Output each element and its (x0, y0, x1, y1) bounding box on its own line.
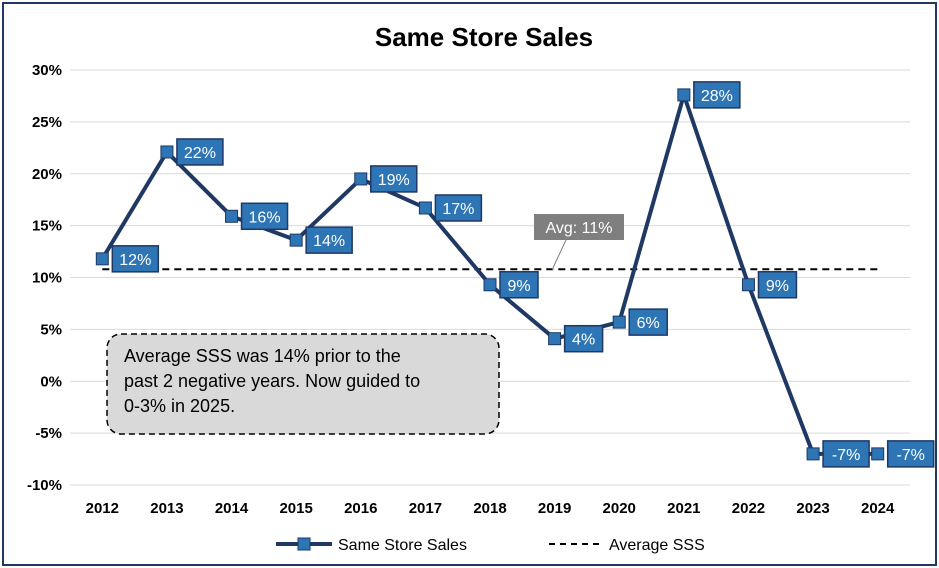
sss-point-2021 (677, 88, 691, 102)
y-tick-label: 20% (32, 166, 62, 183)
x-tick-label: 2018 (473, 500, 506, 517)
legend-sss-marker (297, 537, 311, 551)
avg-callout-box (534, 214, 624, 240)
data-label-2016: 19% (378, 172, 410, 189)
data-label-2015: 14% (313, 233, 345, 250)
note-box (106, 333, 500, 435)
sss-point-2020 (612, 315, 626, 329)
x-axis-ticks: 2012 2013 2014 2015 2016 2017 2018 2019 2020 2021… (86, 500, 895, 517)
data-label-2021: 28% (701, 88, 733, 105)
sss-point-2012 (95, 252, 109, 266)
x-tick-label: 2017 (409, 500, 442, 517)
data-label-2022: 9% (766, 278, 789, 295)
data-labels: 12% 22% 16% 14% 19% 17% 9% 4% 6% 28% 9% -7% -7% (111, 81, 935, 468)
data-label-box-2016 (370, 165, 418, 193)
x-tick-label: 2022 (732, 500, 765, 517)
x-tick-label: 2013 (150, 500, 183, 517)
y-tick-label: 10% (32, 270, 62, 287)
sss-point-2013 (160, 145, 174, 159)
data-label-box-2013 (176, 138, 224, 166)
x-tick-label: 2020 (603, 500, 636, 517)
data-label-box-2020 (628, 308, 668, 336)
x-tick-label: 2021 (667, 500, 700, 517)
x-tick-label: 2014 (215, 500, 249, 517)
sss-point-2023 (806, 447, 820, 461)
data-label-2018: 9% (507, 278, 530, 295)
sss-point-2019 (548, 332, 562, 346)
data-label-box-2018 (499, 271, 539, 299)
data-label-2024: -7% (896, 447, 924, 464)
note-line-2: past 2 negative years. Now guided to (124, 371, 420, 391)
data-label-box-2012 (111, 245, 160, 273)
data-label-box-2024 (886, 440, 935, 468)
sss-point-2022 (741, 278, 755, 292)
x-tick-label: 2019 (538, 500, 571, 517)
data-label-box-2023 (822, 440, 870, 468)
data-label-2014: 16% (249, 209, 281, 226)
sss-point-2014 (225, 209, 239, 223)
data-label-box-2022 (757, 271, 798, 299)
y-tick-label: 5% (40, 321, 62, 338)
y-tick-label: 15% (32, 218, 62, 235)
data-label-box-2014 (240, 202, 289, 231)
legend-avg-label: Average SSS (609, 537, 705, 554)
data-label-box-2017 (434, 194, 483, 222)
sss-point-2018 (483, 278, 497, 292)
note-line-1: Average SSS was 14% prior to the (124, 346, 401, 366)
data-label-2013: 22% (184, 145, 216, 162)
sss-point-2016 (354, 172, 368, 186)
y-tick-label: 30% (32, 62, 62, 79)
avg-callout-label: Avg: 11% (545, 220, 612, 237)
same-store-sales-chart: Same Store Sales -10% -5% 0% 5% 10% 15% 20% 25%… (27, 22, 935, 554)
sss-point-2017 (418, 201, 432, 215)
data-label-2017: 17% (442, 201, 474, 218)
legend: Same Store Sales Average SSS (276, 537, 705, 554)
y-tick-label: 0% (40, 373, 62, 390)
x-tick-label: 2012 (86, 500, 119, 517)
x-tick-label: 2024 (861, 500, 895, 517)
annotation-note: Average SSS was 14% prior to the past 2 … (106, 333, 500, 435)
x-tick-label: 2015 (279, 500, 312, 517)
x-tick-label: 2023 (796, 500, 829, 517)
data-label-2012: 12% (119, 252, 151, 269)
y-tick-label: -10% (27, 477, 62, 494)
y-tick-label: -5% (35, 425, 62, 442)
note-line-3: 0-3% in 2025. (124, 396, 235, 416)
data-label-2019: 4% (572, 332, 595, 349)
legend-sss-label: Same Store Sales (338, 537, 467, 554)
same-store-sales-series (95, 88, 885, 461)
y-tick-label: 25% (32, 114, 62, 131)
y-axis-ticks: -10% -5% 0% 5% 10% 15% 20% 25% 30% (27, 62, 62, 494)
x-tick-label: 2016 (344, 500, 377, 517)
sss-point-2024 (871, 447, 885, 461)
avg-callout: Avg: 11% (534, 214, 624, 271)
avg-callout-leader (551, 239, 567, 271)
data-label-box-2015 (305, 226, 353, 254)
data-label-box-2019 (563, 324, 604, 353)
data-label-box-2021 (693, 81, 741, 109)
data-label-2023: -7% (832, 447, 860, 464)
chart-title: Same Store Sales (375, 22, 593, 52)
sss-point-2015 (289, 233, 303, 247)
data-label-2020: 6% (637, 315, 660, 332)
